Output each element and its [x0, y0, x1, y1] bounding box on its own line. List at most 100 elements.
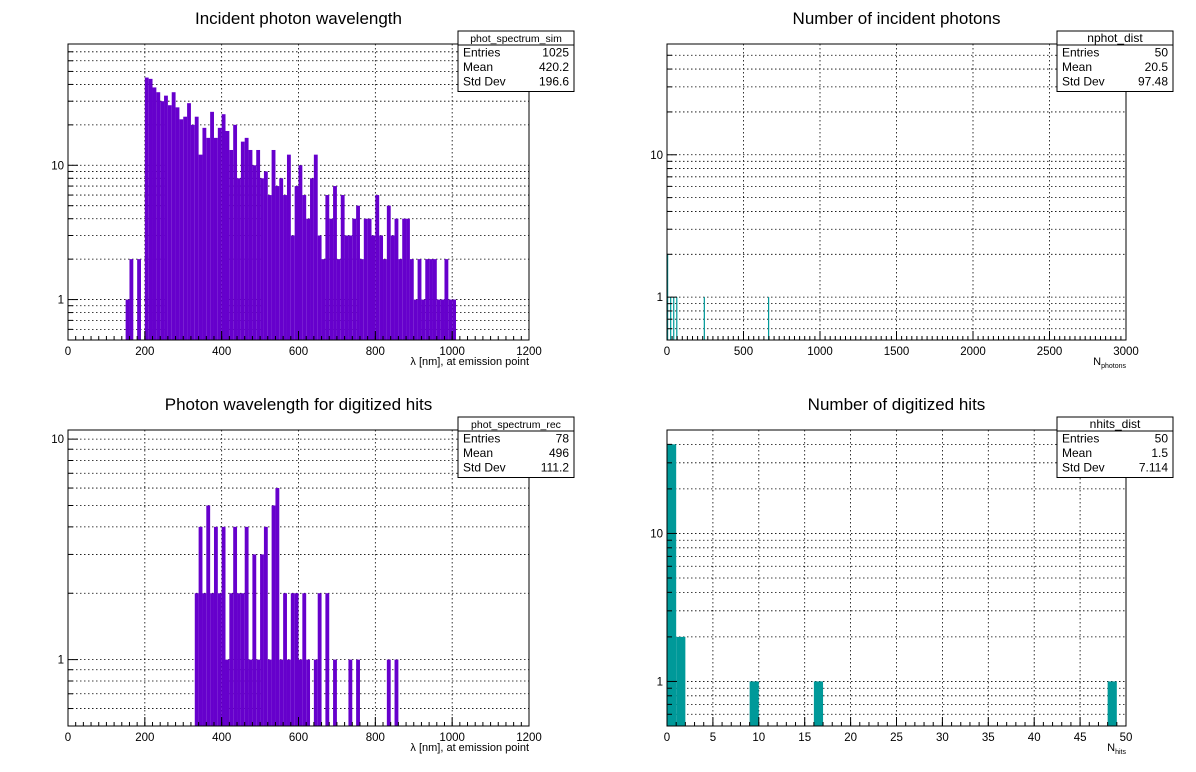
histogram-bar [676, 636, 686, 726]
x-tick-label: 200 [135, 732, 154, 744]
histogram-bar [194, 593, 199, 726]
x-axis: 0 5 10 15 20 25 30 35 40 45 50 [664, 717, 1133, 744]
x-tick-label: 30 [936, 732, 949, 744]
grid [68, 430, 529, 726]
x-tick-label: 2000 [960, 346, 986, 358]
histogram-bar [263, 526, 268, 726]
stats-label: Mean [1062, 60, 1092, 74]
histogram-bar [283, 195, 287, 340]
histogram-bar [379, 235, 384, 340]
x-axis-label: λ [nm], at emission point [410, 742, 529, 754]
y-tick-label: 1 [657, 292, 663, 304]
histogram-bar [386, 659, 391, 726]
histogram-bar [432, 259, 437, 340]
x-axis-label-main: N [1107, 742, 1115, 754]
y-axis: 1 10 [650, 54, 677, 330]
x-tick-label: 50 [1120, 732, 1133, 744]
histogram-bar [290, 593, 295, 726]
histogram-bar [340, 195, 345, 340]
histogram-bar [413, 299, 418, 340]
chart-title: Incident photon wavelength [195, 9, 402, 28]
histogram-bar [233, 124, 238, 340]
x-axis-label-subscript: hits [1115, 749, 1126, 756]
histogram-bar [356, 659, 360, 726]
x-axis: 0 200 400 600 800 1000 1200 [65, 331, 542, 358]
histogram-panel-2: 0 500 1000 1500 2000 2500 3000 1 10 Number of inc… [650, 9, 1174, 370]
x-tick-label: 2500 [1037, 346, 1063, 358]
histogram-bar [129, 259, 134, 340]
histogram-bar [429, 259, 433, 340]
stats-label: Entries [463, 46, 500, 60]
x-tick-label: 0 [65, 732, 71, 744]
stats-box-name: nphot_dist [1087, 31, 1143, 45]
histogram-bar [210, 593, 214, 726]
histogram-bar [187, 103, 191, 340]
histogram-bar [267, 659, 272, 726]
stats-value: 496 [549, 446, 569, 460]
histogram-bar [670, 297, 672, 340]
y-tick-label: 1 [58, 295, 64, 307]
histogram-bar [325, 593, 330, 726]
histogram-bar [217, 127, 222, 340]
histogram-bar [244, 137, 249, 340]
x-tick-label: 200 [135, 346, 154, 358]
histogram-bar [406, 218, 410, 340]
chart-title: Number of incident photons [793, 9, 1001, 28]
y-tick-label: 10 [51, 160, 64, 172]
x-axis-label: Nhits [1107, 742, 1126, 756]
stats-box-name: phot_spectrum_sim [470, 33, 562, 45]
histogram-bar [271, 505, 276, 726]
histogram-bar [225, 659, 230, 726]
x-tick-label: 20 [844, 732, 857, 744]
histogram-bar [252, 554, 257, 726]
histogram-bar [190, 124, 195, 340]
histogram-bar [673, 297, 675, 340]
histogram-bar [363, 218, 368, 340]
stats-label: Std Dev [1062, 75, 1105, 89]
x-tick-label: 1200 [516, 346, 542, 358]
histogram-bar [286, 659, 291, 726]
histogram-bars [667, 444, 1117, 726]
histogram-bar [152, 87, 157, 341]
histogram-bar [267, 195, 272, 340]
stats-label: Mean [463, 446, 493, 460]
histogram-bar [183, 116, 188, 341]
histogram-bar [394, 659, 399, 726]
histogram-bar [336, 259, 341, 340]
histogram-panel-4: 0 5 10 15 20 25 30 35 40 45 50 1 10 Number of digitiz… [650, 395, 1174, 756]
y-axis: 1 10 [51, 51, 78, 330]
histogram-bar [306, 659, 311, 726]
histogram-bars [125, 77, 457, 341]
x-axis-label: λ [nm], at emission point [410, 356, 529, 368]
stats-label: Mean [463, 60, 493, 74]
x-tick-label: 40 [1028, 732, 1041, 744]
stats-label: Entries [1062, 46, 1099, 60]
histogram-bar [436, 299, 441, 340]
stats-label: Mean [1062, 446, 1092, 460]
histogram-bar [813, 681, 824, 726]
histogram-bar [167, 105, 172, 340]
stats-label: Entries [463, 432, 500, 446]
histogram-bar [256, 149, 261, 340]
histogram-bar [444, 259, 449, 340]
histogram-bar [194, 116, 199, 341]
x-tick-label: 1000 [439, 346, 465, 358]
histogram-bar [221, 114, 226, 341]
y-axis: 1 10 [650, 443, 677, 715]
grid [667, 44, 1126, 340]
histogram-bar [367, 218, 372, 340]
histogram-bar [333, 186, 337, 340]
histogram-bar [448, 299, 453, 340]
x-tick-label: 0 [664, 346, 670, 358]
chart-title: Number of digitized hits [808, 395, 986, 414]
histogram-bar [317, 593, 322, 726]
histogram-bar [321, 259, 326, 340]
histogram-bar [229, 149, 234, 340]
histogram-bar [148, 78, 153, 340]
x-axis-label-subscript: photons [1101, 363, 1126, 370]
histogram-bar [329, 218, 334, 340]
